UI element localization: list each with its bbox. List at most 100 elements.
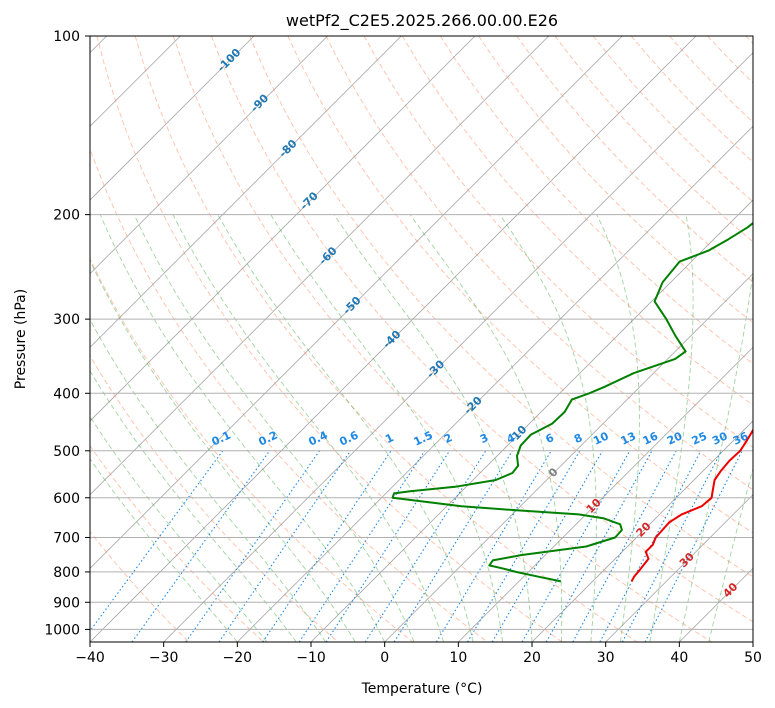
dry-adiabat-line <box>90 257 414 642</box>
x-tick-label: 50 <box>744 650 762 666</box>
mixing-ratio-label: 6 <box>544 431 557 446</box>
isotherm-line <box>310 199 753 642</box>
moist-adiabat-line <box>90 318 327 642</box>
mixing-ratio-line <box>325 450 451 642</box>
dry-adiabat-line <box>440 36 753 365</box>
moist-adiabat-line <box>90 415 268 642</box>
plot-frame <box>89 35 754 643</box>
mixing-ratio-label: 0.2 <box>257 429 280 449</box>
y-tick-label: 800 <box>53 565 80 581</box>
isotherm-line <box>605 494 753 642</box>
mixing-ratio-line <box>545 450 653 642</box>
moist-adiabat-line <box>90 458 238 642</box>
dry-adiabat-line <box>554 36 753 243</box>
y-tick-label: 600 <box>53 491 80 507</box>
y-tick-label: 1000 <box>44 622 80 638</box>
isotherm-line <box>679 567 753 642</box>
profiles <box>391 221 753 583</box>
isotherm-label: -60 <box>316 244 339 267</box>
mixing-ratio-line <box>393 450 513 642</box>
dry-adiabat-line <box>90 530 190 642</box>
mixing-ratio-line <box>218 450 351 642</box>
y-tick-label: 500 <box>53 444 80 460</box>
isotherm-line <box>90 36 328 275</box>
dry-adiabat-line <box>478 36 753 324</box>
isotherm-label: -20 <box>462 394 485 417</box>
moist-adiabat-line <box>409 214 563 642</box>
mixing-ratio-line <box>90 450 224 632</box>
isotherm-line <box>384 273 753 642</box>
isotherm-line <box>90 36 476 422</box>
moist-adiabat-line <box>649 214 694 642</box>
moist-adiabat-line <box>90 259 356 642</box>
dry-adiabat-line <box>516 36 753 283</box>
x-tick-label: 10 <box>449 650 467 666</box>
dry-adiabat-line <box>249 36 753 578</box>
isotherm-label: 20 <box>634 519 654 539</box>
moist-adiabat-line <box>133 214 415 642</box>
mixing-ratio-line <box>644 450 743 642</box>
x-tick-label: −10 <box>296 650 326 666</box>
moist-adiabat-line <box>99 214 386 642</box>
dry-adiabat-line <box>287 36 753 534</box>
isotherm-line <box>90 36 623 569</box>
mixing-ratio-line <box>467 450 581 642</box>
mixing-ratio-line <box>572 450 677 642</box>
isotherm-label: 30 <box>677 550 697 570</box>
dry-adiabat-line <box>90 354 339 642</box>
y-axis: 100 200 300 400 500 600 700 800 900 1000 <box>44 29 90 638</box>
mixing-ratio-line <box>364 450 487 642</box>
mixing-ratio-label: 16 <box>641 429 661 447</box>
isotherm-label: -80 <box>276 137 299 160</box>
y-tick-label: 400 <box>53 386 80 402</box>
mixing-ratio-label: 20 <box>665 429 685 447</box>
mixing-ratio-line <box>262 450 392 642</box>
moist-adiabat-line <box>90 369 297 642</box>
dry-adiabat-line <box>401 36 753 406</box>
moist-adiabat-line <box>499 214 597 642</box>
moist-adiabat-line <box>708 466 753 642</box>
isotherm-line <box>237 125 753 642</box>
moist-adiabat-line <box>172 214 445 642</box>
mixing-ratio-label: 1 <box>383 431 395 446</box>
y-tick-label: 900 <box>53 595 80 611</box>
x-axis: −40 −30 −20 −10 0 10 20 30 40 50 <box>75 642 762 666</box>
isotherm-label: -70 <box>298 189 321 212</box>
x-tick-label: 40 <box>670 650 688 666</box>
y-tick-label: 300 <box>53 312 80 328</box>
dry-adiabat-line <box>96 36 563 642</box>
moist-adiabat-line <box>678 268 753 642</box>
mixing-ratio-label: 0.6 <box>337 428 360 448</box>
mixing-ratio-line <box>435 450 552 642</box>
pressure-gridlines <box>90 36 753 630</box>
x-tick-label: 0 <box>380 650 389 666</box>
chart-title: wetPf2_C2E5.2025.266.00.00.E26 <box>286 11 558 31</box>
dry-adiabat-line <box>90 147 488 642</box>
mixing-ratio-label: 13 <box>619 429 638 447</box>
dry-adiabat-line <box>592 36 753 203</box>
isotherm-line <box>90 36 549 496</box>
dry-adiabat-line <box>363 36 753 448</box>
y-axis-label: Pressure (hPa) <box>13 289 29 389</box>
dewpoint-profile-line <box>391 221 753 583</box>
x-axis-label: Temperature (°C) <box>361 681 483 697</box>
dry-adiabat-line <box>172 36 712 642</box>
moist-adiabat-line <box>270 214 503 642</box>
mixing-ratio-label: 2 <box>442 431 454 446</box>
mixing-ratio-label: 0.4 <box>307 428 330 448</box>
mixing-ratio-label: 1.5 <box>412 429 435 449</box>
mixing-ratio-label: 10 <box>591 429 611 447</box>
y-tick-label: 100 <box>53 29 80 45</box>
x-tick-label: 20 <box>523 650 541 666</box>
isotherm-label: -50 <box>340 294 363 317</box>
mixing-ratio-line <box>298 450 426 642</box>
isotherm-label: 10 <box>584 496 604 516</box>
dry-adiabat-line <box>325 36 753 491</box>
mixing-ratio-line <box>521 450 631 642</box>
isotherm-line <box>163 52 753 642</box>
isotherm-label: -90 <box>248 91 271 114</box>
dry-adiabat-line <box>669 36 753 124</box>
isotherm-label: -30 <box>424 357 447 380</box>
mixing-ratio-label: 25 <box>690 429 709 447</box>
